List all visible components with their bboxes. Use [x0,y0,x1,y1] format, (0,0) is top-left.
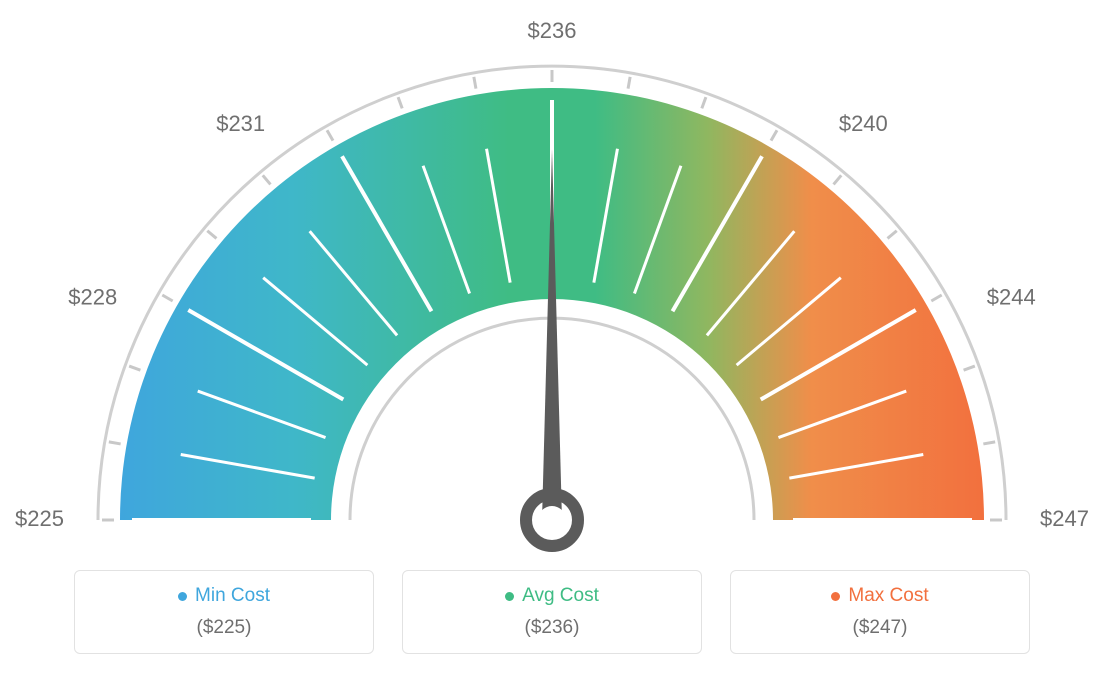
legend-value: ($247) [731,617,1029,639]
dot-icon [831,592,840,601]
legend-card-avg: Avg Cost ($236) [402,570,702,654]
svg-text:$225: $225 [15,506,64,531]
svg-text:$228: $228 [68,284,117,309]
svg-text:$244: $244 [987,284,1036,309]
svg-text:$247: $247 [1040,506,1089,531]
svg-text:$240: $240 [839,111,888,136]
legend-card-min: Min Cost ($225) [74,570,374,654]
dot-icon [505,592,514,601]
svg-text:$236: $236 [528,18,577,43]
legend-value: ($225) [75,617,373,639]
legend-label: Max Cost [848,585,928,607]
gauge-svg: $225 $228 $231 $236 $240 $244 $247 [0,0,1104,560]
legend-card-max: Max Cost ($247) [730,570,1030,654]
svg-text:$231: $231 [216,111,265,136]
legend-row: Min Cost ($225) Avg Cost ($236) Max Cost… [0,560,1104,654]
gauge-chart: $225 $228 $231 $236 $240 $244 $247 [0,0,1104,560]
legend-title-avg: Avg Cost [505,585,599,607]
legend-label: Min Cost [195,585,270,607]
legend-value: ($236) [403,617,701,639]
legend-title-max: Max Cost [831,585,928,607]
legend-label: Avg Cost [522,585,599,607]
legend-title-min: Min Cost [178,585,270,607]
dot-icon [178,592,187,601]
